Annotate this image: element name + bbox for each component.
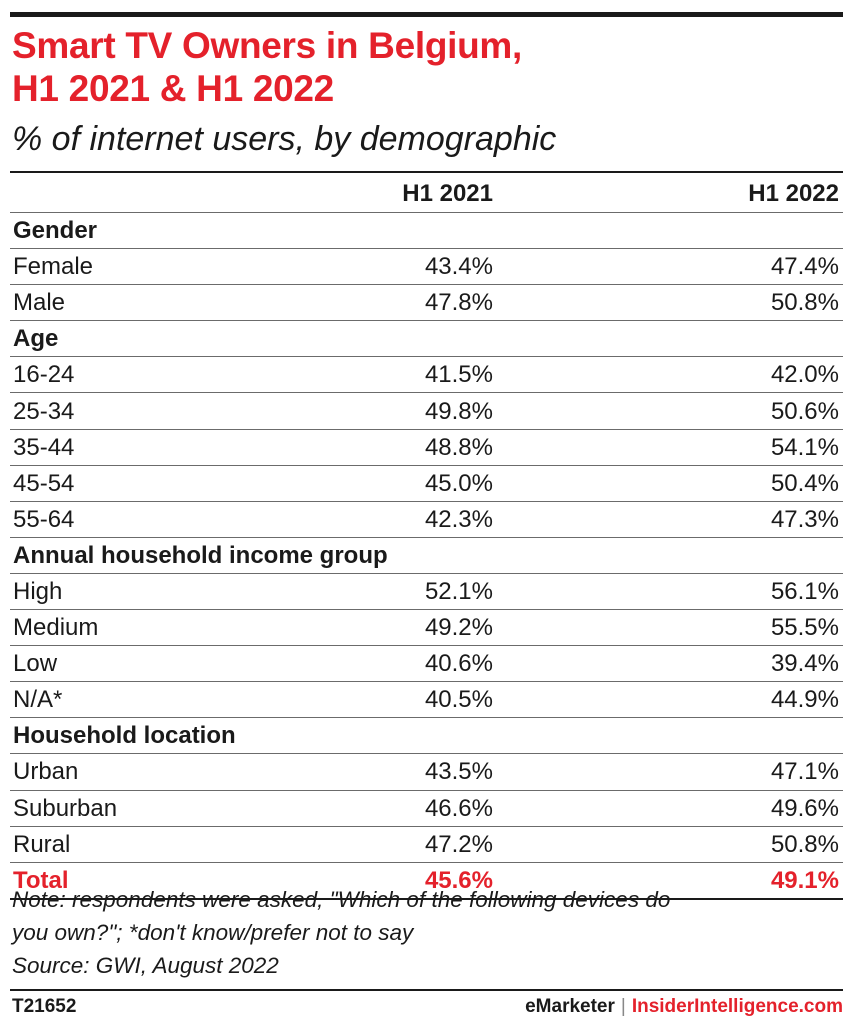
table-row: High 52.1% 56.1% [10,573,843,610]
value-h1-2022: 47.4% [770,253,839,281]
value-h1-2021: 40.5% [424,686,493,714]
brand-insider-intelligence: InsiderIntelligence.com [631,996,843,1017]
value-h1-2022: 50.4% [770,469,839,497]
value-h1-2021: 47.8% [424,289,493,317]
value-h1-2022: 44.9% [770,686,839,714]
row-label: 55-64 [13,505,75,533]
total-label: Total [13,866,69,894]
header-h1-2021: H1 2021 [402,179,493,207]
section-row: Annual household income group [10,537,843,574]
table-row: Urban 43.5% 47.1% [10,754,843,790]
value-h1-2022: 42.0% [770,361,839,389]
value-h1-2022: 49.6% [770,794,839,822]
value-h1-2021: 49.2% [424,614,493,642]
table-row: 25-34 49.8% 50.6% [10,393,843,430]
table-row: Rural 47.2% 50.8% [10,826,843,863]
total-h1-2021: 45.6% [424,866,493,894]
row-label: High [13,577,63,605]
value-h1-2022: 54.1% [770,433,839,461]
table-top-rule [10,171,843,173]
value-h1-2021: 47.2% [424,830,493,858]
title-line-2: H1 2021 & H1 2022 [12,68,334,109]
value-h1-2021: 49.8% [424,397,493,425]
row-label: Male [13,289,66,317]
row-label: N/A* [13,686,63,714]
row-label: 16-24 [13,361,75,389]
table-row: 45-54 45.0% 50.4% [10,465,843,502]
section-label: Age [13,325,59,353]
value-h1-2022: 47.3% [770,505,839,533]
total-h1-2022: 49.1% [770,866,839,894]
value-h1-2022: 55.5% [770,614,839,642]
section-label: Gender [13,217,98,245]
row-label: Low [13,650,58,678]
value-h1-2021: 41.5% [424,361,493,389]
value-h1-2021: 40.6% [424,650,493,678]
table-row: 16-24 41.5% 42.0% [10,357,843,393]
value-h1-2021: 45.0% [424,469,493,497]
row-label: Medium [13,614,99,642]
section-row: Age [10,321,843,357]
table-row: Low 40.6% 39.4% [10,646,843,682]
value-h1-2022: 47.1% [770,758,839,786]
section-row: Household location [10,718,843,754]
value-h1-2021: 42.3% [424,505,493,533]
value-h1-2022: 56.1% [770,577,839,605]
table-row: 55-64 42.3% 47.3% [10,501,843,538]
value-h1-2021: 43.4% [424,253,493,281]
footer: T21652 eMarketer | InsiderIntelligence.com [12,996,843,1020]
row-label: 25-34 [13,397,75,425]
brand-separator: | [620,996,626,1017]
title-line-1: Smart TV Owners in Belgium, [12,25,523,66]
data-table: H1 2021 H1 2022 Gender Female 43.4% 47.4% Ma… [10,174,843,900]
note-line-2: you own?"; *don't know/prefer not to say [12,920,414,945]
table-row: Female 43.4% 47.4% [10,249,843,285]
note: Note: respondents were asked, "Which of … [12,883,842,982]
table-row: N/A* 40.5% 44.9% [10,682,843,718]
value-h1-2021: 46.6% [424,794,493,822]
value-h1-2021: 48.8% [424,433,493,461]
row-label: Female [13,253,94,281]
table-row: Suburban 46.6% 49.6% [10,790,843,827]
value-h1-2022: 50.6% [770,397,839,425]
value-h1-2021: 52.1% [424,577,493,605]
header-row: H1 2021 H1 2022 [10,174,843,213]
table-row: Medium 49.2% 55.5% [10,610,843,646]
table-row: 35-44 48.8% 54.1% [10,429,843,466]
brand: eMarketer | InsiderIntelligence.com [525,996,843,1018]
header-label [10,174,270,213]
brand-emarketer: eMarketer [525,996,615,1017]
chart-title: Smart TV Owners in Belgium, H1 2021 & H1… [12,24,842,110]
row-label: Suburban [13,794,118,822]
value-h1-2022: 50.8% [770,830,839,858]
header-h1-2022: H1 2022 [748,179,839,207]
footer-rule [10,989,843,991]
table-body: Gender Female 43.4% 47.4% Male 47.8% 50.8% Age 1… [10,213,843,899]
table-row: Male 47.8% 50.8% [10,285,843,321]
top-rule [10,12,843,17]
row-label: 45-54 [13,469,75,497]
value-h1-2022: 50.8% [770,289,839,317]
chart-id: T21652 [12,996,77,1017]
total-row: Total 45.6% 49.1% [10,862,843,899]
row-label: Rural [13,830,71,858]
section-row: Gender [10,213,843,249]
row-label: 35-44 [13,433,75,461]
source-line: Source: GWI, August 2022 [12,953,279,978]
row-label: Urban [13,758,79,786]
chart-subtitle: % of internet users, by demographic [12,120,557,158]
value-h1-2022: 39.4% [770,650,839,678]
section-label: Household location [13,722,236,750]
note-line-1: Note: respondents were asked, "Which of … [12,887,671,912]
section-label: Annual household income group [13,541,388,569]
value-h1-2021: 43.5% [424,758,493,786]
